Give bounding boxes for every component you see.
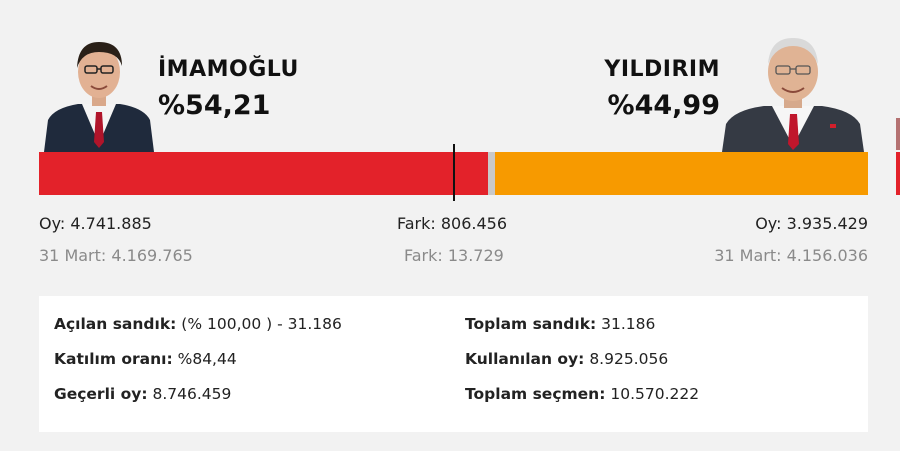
total-voters-row: Toplam seçmen: 10.570.222: [465, 385, 699, 403]
right-vote-count: Oy: 3.935.429: [755, 214, 868, 233]
result-bar-right-segment: [495, 152, 868, 195]
turnout-value: %84,44: [177, 350, 237, 368]
valid-votes-label: Geçerli oy:: [54, 385, 148, 403]
turnout-row: Katılım oranı: %84,44: [54, 350, 237, 368]
left-previous-votes: 31 Mart: 4.169.765: [39, 246, 193, 265]
result-bar-left-segment: [39, 152, 488, 195]
next-card-photo-edge: [896, 118, 900, 150]
opened-boxes-value: (% 100,00 ) - 31.186: [181, 315, 342, 333]
vote-difference: Fark: 806.456: [397, 214, 508, 233]
candidate-name-right: YILDIRIM: [604, 57, 720, 82]
right-previous-votes: 31 Mart: 4.156.036: [714, 246, 868, 265]
candidate-percent-left: %54,21: [158, 90, 271, 121]
majority-marker: [453, 144, 455, 201]
used-votes-row: Kullanılan oy: 8.925.056: [465, 350, 668, 368]
total-boxes-row: Toplam sandık: 31.186: [465, 315, 655, 333]
summary-card: Açılan sandık: (% 100,00 ) - 31.186 Katı…: [39, 296, 868, 432]
previous-difference: Fark: 13.729: [404, 246, 504, 265]
candidate-percent-right: %44,99: [607, 90, 720, 121]
left-vote-count: Oy: 4.741.885: [39, 214, 152, 233]
opened-boxes-label: Açılan sandık:: [54, 315, 177, 333]
total-boxes-value: 31.186: [601, 315, 656, 333]
valid-votes-row: Geçerli oy: 8.746.459: [54, 385, 231, 403]
total-boxes-label: Toplam sandık:: [465, 315, 597, 333]
total-voters-value: 10.570.222: [610, 385, 700, 403]
candidate-name-left: İMAMOĞLU: [158, 57, 299, 82]
opened-boxes-row: Açılan sandık: (% 100,00 ) - 31.186: [54, 315, 342, 333]
valid-votes-value: 8.746.459: [152, 385, 232, 403]
next-card-edge: [896, 152, 900, 195]
candidate-photo-right: [718, 34, 868, 152]
used-votes-label: Kullanılan oy:: [465, 350, 585, 368]
turnout-label: Katılım oranı:: [54, 350, 173, 368]
candidate-photo-left: [38, 34, 160, 152]
used-votes-value: 8.925.056: [589, 350, 669, 368]
total-voters-label: Toplam seçmen:: [465, 385, 606, 403]
result-bar: [39, 144, 868, 201]
